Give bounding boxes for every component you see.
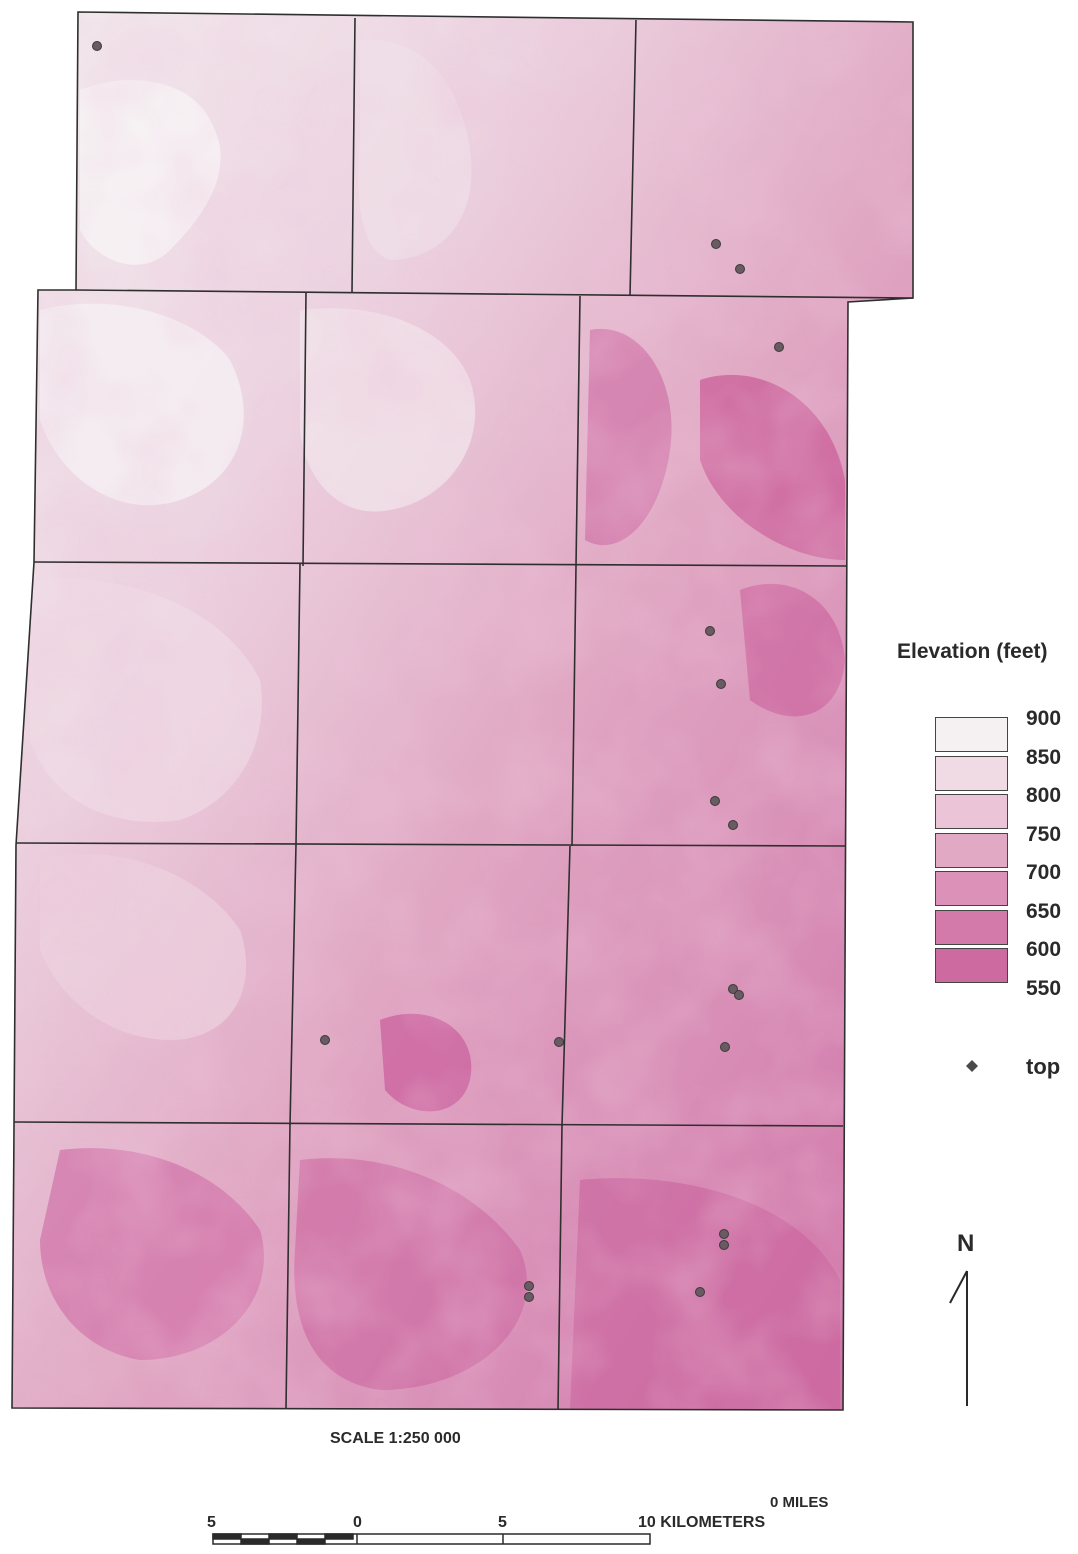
legend-title: Elevation (feet) <box>897 640 1048 663</box>
scale-miles-label: 0 MILES <box>770 1494 829 1511</box>
legend-marker-label: top <box>1026 1054 1061 1079</box>
legend-label: 850 <box>1026 745 1062 769</box>
top-marker <box>524 1292 534 1302</box>
north-label: N <box>957 1230 975 1257</box>
top-marker <box>524 1281 534 1291</box>
legend-label: 750 <box>1026 822 1062 846</box>
legend-swatch <box>935 909 1008 945</box>
legend-label: 700 <box>1026 861 1062 884</box>
top-marker <box>320 1035 330 1045</box>
top-marker <box>710 796 720 806</box>
top-marker <box>728 820 738 830</box>
diamond-dot-icon <box>966 1060 978 1072</box>
top-marker <box>774 342 784 352</box>
north-arrow-icon <box>949 1270 968 1406</box>
legend-label: 650 <box>1026 899 1062 923</box>
top-marker <box>711 239 721 249</box>
top-marker <box>695 1287 705 1297</box>
legend-label: 600 <box>1026 938 1062 961</box>
scale-tick-label: 5 <box>498 1514 507 1531</box>
top-marker <box>728 984 738 994</box>
scale-tick-label: 10 KILOMETERS <box>638 1514 766 1531</box>
scale-tick-label: 0 <box>353 1514 362 1531</box>
scale-bar <box>212 1533 651 1545</box>
scale-title: SCALE 1:250 000 <box>330 1430 461 1447</box>
top-marker <box>735 264 745 274</box>
legend-swatch <box>935 871 1008 906</box>
legend-swatch <box>935 948 1008 983</box>
top-marker <box>719 1229 729 1239</box>
legend-swatch <box>935 794 1008 829</box>
top-marker <box>554 1037 564 1047</box>
legend-swatch <box>935 717 1008 752</box>
top-marker <box>734 990 744 1000</box>
top-markers <box>92 41 784 1302</box>
elevation-surface <box>12 12 913 1410</box>
top-marker <box>720 1042 730 1052</box>
top-marker <box>716 679 726 689</box>
scale-tick-label: 5 <box>207 1514 216 1531</box>
quadrangle-grid <box>11 11 914 1411</box>
legend-swatch <box>935 755 1008 791</box>
top-marker <box>719 1240 729 1250</box>
legend-label-bottom: 550 <box>1026 977 1062 1000</box>
legend-label: 900 <box>1026 707 1062 730</box>
top-marker <box>705 626 715 636</box>
legend-label: 800 <box>1026 784 1062 807</box>
legend-swatch <box>935 832 1008 868</box>
top-marker <box>92 41 102 51</box>
